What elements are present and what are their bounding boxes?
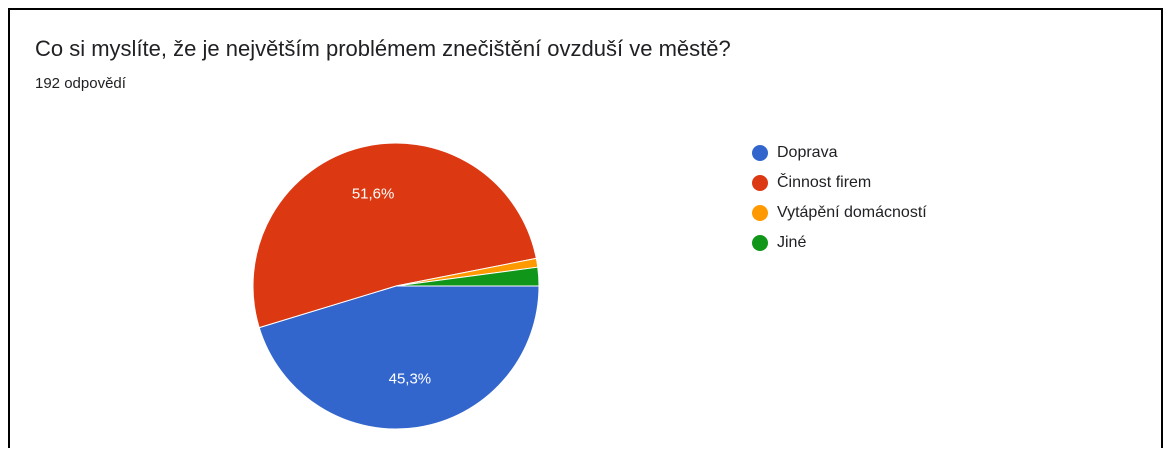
frame [8,8,1163,453]
legend-label: Vytápění domácností [777,204,927,221]
legend-swatch [752,205,768,221]
chart-subtitle: 192 odpovědí [35,75,127,92]
legend-swatch [752,145,768,161]
legend-label: Jiné [777,234,806,251]
legend-label: Doprava [777,144,838,161]
pie-slice [258,285,540,430]
legend-swatch [752,175,768,191]
chart-title: Co si myslíte, že je největším problémem… [35,36,731,61]
legend-label: Činnost firem [777,172,871,191]
legend-swatch [752,235,768,251]
data-label: 51,6% [352,185,395,202]
data-label: 45,3% [389,370,432,387]
pie-slice [395,266,540,287]
pie-slice [252,142,537,329]
